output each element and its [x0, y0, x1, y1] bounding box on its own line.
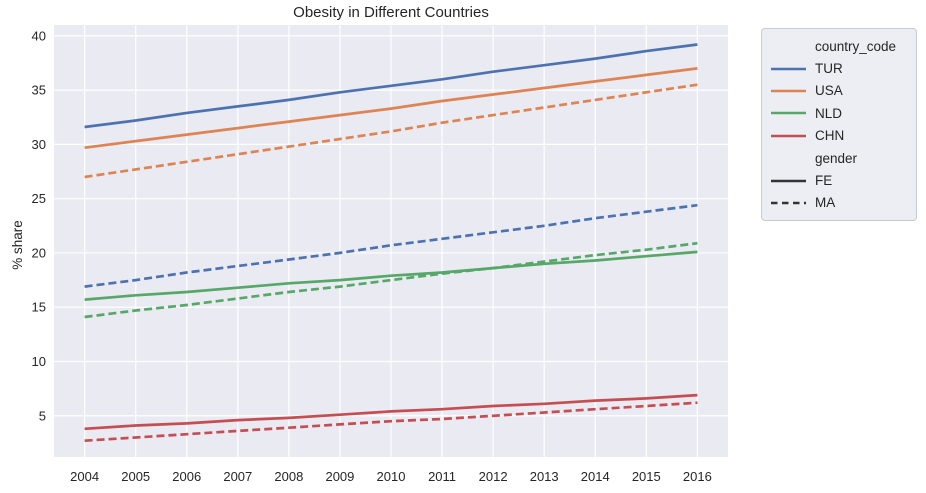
x-tick-label: 2005	[121, 469, 150, 484]
x-tick-label: 2009	[325, 469, 354, 484]
legend-item-label: FE	[815, 173, 833, 189]
legend-item-label: NLD	[815, 105, 843, 121]
legend-item-label: TUR	[815, 61, 843, 77]
y-tick-label: 25	[32, 191, 46, 206]
legend-line-swatch-icon	[771, 112, 806, 115]
y-tick-label: 35	[32, 83, 46, 98]
chart-title: Obesity in Different Countries	[293, 4, 489, 21]
legend-section-title-gender: gender	[768, 147, 910, 169]
x-tick-label: 2015	[632, 469, 661, 484]
x-tick-label: 2011	[428, 469, 456, 484]
legend-swatch	[768, 66, 815, 72]
legend-section-title-label: gender	[815, 150, 858, 166]
series-line-TUR-MA	[84, 203, 698, 288]
series-line-USA-FE	[84, 67, 698, 150]
y-tick-label: 15	[32, 300, 46, 315]
y-tick-label: 10	[32, 354, 46, 369]
y-tick-label: 30	[32, 137, 46, 152]
series-line-CHN-MA	[84, 401, 698, 443]
legend-section-title-label: country_code	[815, 38, 897, 54]
legend-swatch	[768, 178, 815, 184]
x-tick-label: 2014	[581, 469, 610, 484]
legend-item-label: CHN	[815, 128, 845, 144]
legend-item-FE: FE	[768, 169, 910, 191]
legend-item-USA: USA	[768, 80, 910, 102]
x-tick-label: 2004	[70, 469, 99, 484]
legend-line-swatch-icon	[771, 134, 806, 138]
legend: country_code TUR USA NLD CHN gender FE MA	[761, 28, 917, 222]
x-tick-label: 2012	[479, 469, 508, 484]
series-line-USA-MA	[84, 83, 698, 179]
series-line-CHN-FE	[84, 393, 698, 431]
legend-item-MA: MA	[768, 192, 910, 214]
x-tick-label: 2016	[683, 469, 712, 484]
x-tick-label: 2007	[223, 469, 252, 484]
legend-line-swatch-icon	[771, 201, 806, 205]
legend-item-label: MA	[815, 195, 836, 211]
legend-swatch	[768, 133, 815, 139]
y-tick-label: 5	[39, 408, 46, 423]
x-tick-label: 2010	[377, 469, 406, 484]
series-line-NLD-MA	[84, 241, 698, 319]
legend-line-swatch-icon	[771, 179, 806, 182]
legend-line-swatch-icon	[771, 89, 806, 93]
x-tick-label: 2008	[274, 469, 303, 484]
y-tick-label: 20	[32, 245, 46, 260]
legend-item-TUR: TUR	[768, 57, 910, 79]
legend-item-NLD: NLD	[768, 102, 910, 124]
legend-item-label: USA	[815, 83, 843, 99]
legend-section-title-country_code: country_code	[768, 35, 910, 57]
legend-item-CHN: CHN	[768, 125, 910, 147]
legend-line-swatch-icon	[771, 67, 806, 70]
legend-swatch	[768, 110, 815, 116]
series-line-TUR-FE	[84, 43, 698, 129]
x-tick-label: 2006	[172, 469, 201, 484]
x-tick-label: 2013	[530, 469, 559, 484]
legend-swatch	[768, 88, 815, 94]
legend-swatch	[768, 200, 815, 206]
y-tick-label: 40	[32, 28, 46, 43]
series-line-NLD-FE	[84, 250, 698, 301]
